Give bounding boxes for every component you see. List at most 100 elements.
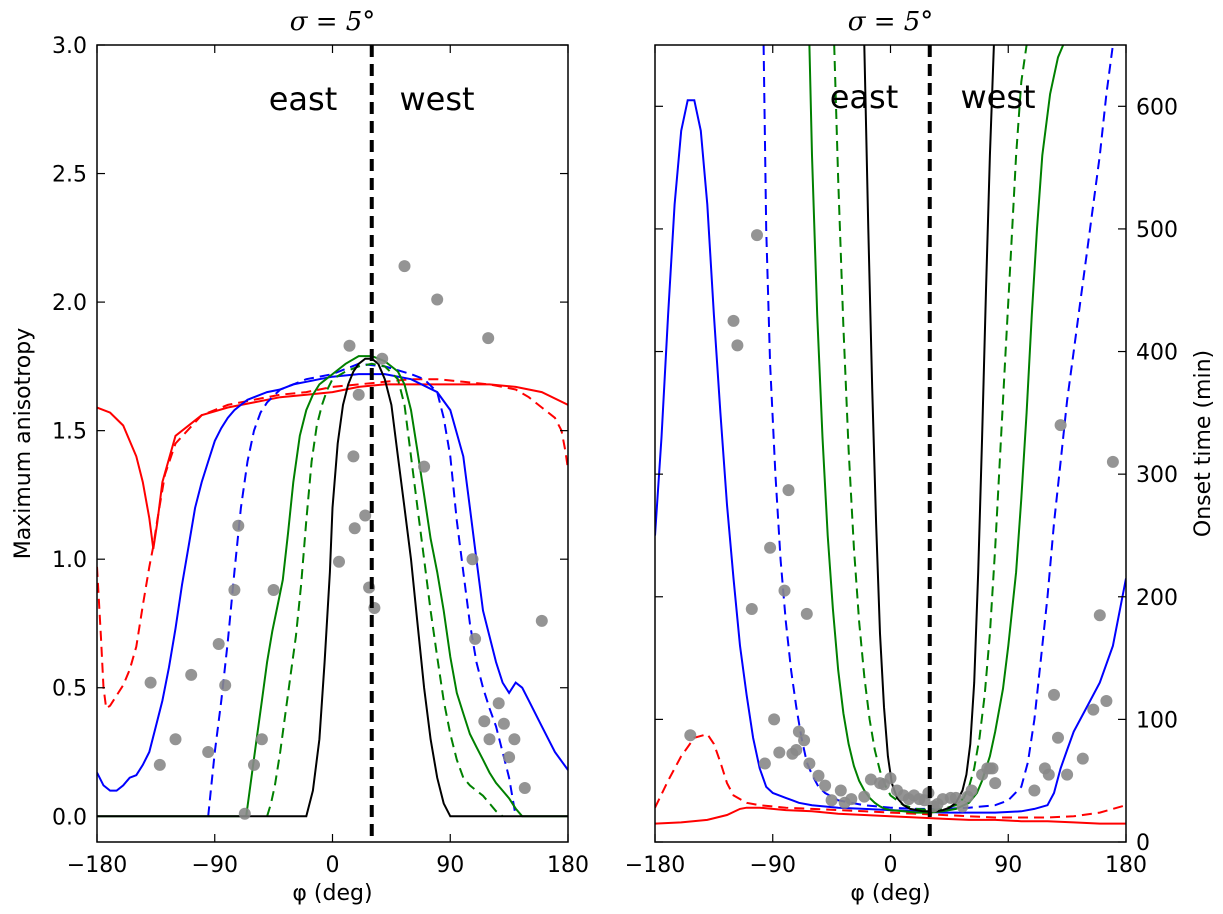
- scatter-point: [238, 807, 251, 820]
- scatter-point: [1106, 455, 1119, 468]
- scatter-point: [884, 772, 897, 785]
- y-tick-label: 2.5: [52, 163, 87, 188]
- y-tick-label: 1.5: [52, 420, 87, 445]
- y-tick-label: 500: [1136, 218, 1178, 243]
- series-line-1: [97, 378, 568, 711]
- scatter-point: [731, 339, 744, 352]
- scatter-point: [418, 460, 431, 473]
- scatter-point: [1076, 752, 1089, 765]
- scatter-point: [185, 668, 198, 681]
- y-tick-label: 0: [1136, 831, 1150, 856]
- scatter-point: [986, 762, 999, 775]
- scatter-point: [845, 793, 858, 806]
- scatter-point: [1054, 419, 1067, 432]
- x-tick-label: −90: [192, 853, 238, 878]
- series-line-4: [808, 45, 1065, 814]
- series-line-3: [207, 362, 517, 817]
- scatter-point: [1061, 768, 1074, 781]
- scatter-point: [758, 757, 771, 770]
- scatter-point: [773, 746, 786, 759]
- scatter-point: [483, 733, 496, 746]
- scatter-point: [803, 757, 816, 770]
- axes-frame: [654, 44, 1127, 843]
- scatter-point: [219, 679, 232, 692]
- x-tick-label: −180: [625, 853, 685, 878]
- annotation-west: west: [399, 80, 474, 118]
- scatter-point: [169, 733, 182, 746]
- scatter-point: [989, 777, 1002, 790]
- series-line-2: [655, 99, 1126, 814]
- scatter-point: [482, 332, 495, 345]
- scatter-point: [800, 607, 813, 620]
- scatter-point: [348, 522, 361, 535]
- y-tick-label: 100: [1136, 708, 1178, 733]
- annotation-east: east: [269, 80, 338, 118]
- scatter-point: [267, 584, 280, 596]
- scatter-point: [153, 758, 166, 771]
- axes-frame: [96, 44, 569, 843]
- scatter-point: [518, 782, 531, 794]
- scatter-point: [503, 751, 516, 764]
- scatter-point: [359, 509, 372, 522]
- scatter-point: [398, 260, 411, 273]
- x-axis-label: φ (deg): [292, 881, 372, 906]
- left-panel: −180 −90 0 90 180 0.0 0.5 1.0 1.5 2.0 2.5 3.0 σ = 5°…: [11, 7, 589, 906]
- scatter-point: [255, 733, 268, 746]
- scatter-point: [812, 769, 825, 782]
- scatter-point: [497, 717, 510, 730]
- x-tick-label: 90: [994, 853, 1022, 878]
- x-tick-label: 0: [884, 853, 898, 878]
- series-line-4: [97, 355, 568, 818]
- series-line-6: [97, 357, 568, 818]
- scatter-point: [1052, 731, 1064, 744]
- scatter-point: [347, 450, 360, 463]
- scatter-point: [376, 352, 389, 365]
- y-tick-label: 1.0: [52, 548, 87, 573]
- scatter-point: [751, 229, 763, 242]
- series-line-5: [266, 362, 504, 818]
- series-line-2: [97, 373, 568, 792]
- x-tick-label: 0: [326, 853, 340, 878]
- x-tick-label: 90: [436, 853, 464, 878]
- x-tick-label: 180: [1105, 853, 1147, 878]
- scatter-point: [144, 676, 157, 689]
- scatter-point: [1028, 784, 1041, 797]
- scatter-point: [825, 794, 838, 807]
- scatter-point: [949, 791, 962, 804]
- y-axis-label: Onset time (min): [1191, 350, 1216, 537]
- scatter-point: [778, 584, 791, 597]
- scatter-point: [232, 519, 245, 532]
- scatter-point: [492, 697, 505, 710]
- scatter-point: [727, 314, 740, 327]
- series-line-0: [655, 806, 1126, 825]
- chart-title: σ = 5°: [848, 7, 934, 37]
- scatter-point: [202, 746, 215, 758]
- scatter-point: [212, 638, 225, 650]
- scatter-point: [508, 733, 521, 746]
- x-tick-label: 180: [547, 853, 589, 878]
- scatter-point: [352, 388, 365, 401]
- scatter-point: [792, 725, 805, 738]
- scatter-point: [1048, 688, 1060, 701]
- chart-title: σ = 5°: [290, 7, 376, 37]
- scatter-point: [1042, 768, 1055, 781]
- scatter-point: [1100, 695, 1113, 707]
- y-tick-label: 300: [1136, 463, 1178, 488]
- scatter-point: [228, 584, 241, 596]
- scatter-point: [431, 293, 444, 306]
- y-tick-label: 600: [1136, 95, 1178, 120]
- x-axis-label: φ (deg): [850, 881, 930, 906]
- scatter-point: [834, 784, 847, 797]
- y-tick-label: 0.5: [52, 677, 87, 702]
- scatter-point: [768, 713, 781, 726]
- scatter-point: [248, 758, 260, 771]
- y-tick-label: 0.0: [52, 805, 87, 830]
- series-line-1: [655, 732, 1126, 819]
- x-tick-label: −180: [67, 853, 127, 878]
- scatter-point: [343, 339, 356, 352]
- scatter-point: [956, 800, 969, 813]
- plot-area: [97, 260, 568, 820]
- scatter-point: [535, 614, 548, 627]
- scatter-point: [469, 632, 482, 645]
